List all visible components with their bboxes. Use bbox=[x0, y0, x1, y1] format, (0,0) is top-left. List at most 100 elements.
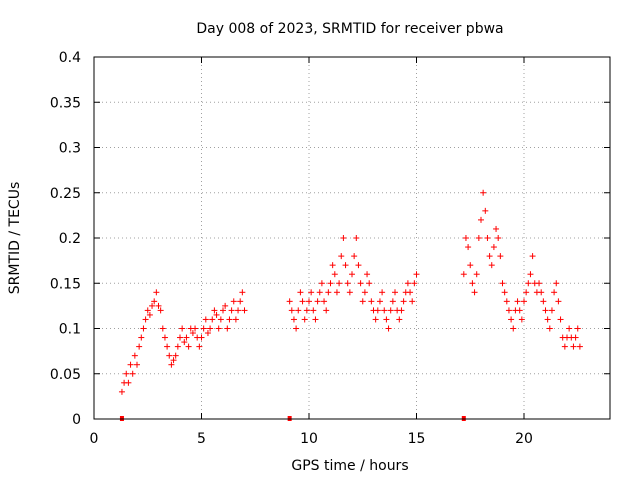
data-point bbox=[340, 235, 347, 241]
data-point bbox=[542, 307, 549, 314]
data-point bbox=[235, 307, 242, 314]
data-point bbox=[170, 357, 177, 364]
data-point bbox=[518, 316, 525, 323]
data-point bbox=[198, 334, 205, 341]
data-point bbox=[189, 330, 196, 337]
data-point bbox=[288, 307, 295, 314]
data-point bbox=[138, 334, 145, 341]
data-point bbox=[146, 311, 153, 318]
data-point bbox=[159, 325, 166, 332]
data-point bbox=[325, 289, 332, 296]
data-point bbox=[222, 302, 229, 309]
data-point bbox=[129, 370, 136, 377]
x-tick-label: 10 bbox=[300, 431, 318, 447]
data-point bbox=[226, 316, 233, 323]
data-point bbox=[318, 280, 325, 287]
data-point bbox=[331, 271, 338, 278]
data-point bbox=[215, 325, 222, 332]
data-point bbox=[383, 316, 390, 323]
data-point bbox=[211, 307, 218, 314]
data-point bbox=[379, 289, 386, 296]
x-axis-label: GPS time / hours bbox=[291, 458, 408, 474]
data-point bbox=[230, 298, 237, 305]
data-point bbox=[503, 298, 510, 305]
data-point bbox=[127, 361, 134, 368]
data-point bbox=[213, 311, 220, 318]
data-point bbox=[134, 361, 140, 368]
data-point bbox=[295, 307, 302, 314]
data-point bbox=[327, 280, 334, 287]
data-point bbox=[495, 235, 502, 241]
chart-title: Day 008 of 2023, SRMTID for receiver pbw… bbox=[196, 21, 503, 37]
data-point bbox=[314, 298, 321, 305]
data-point bbox=[566, 325, 573, 332]
data-points bbox=[118, 189, 583, 395]
data-point bbox=[368, 298, 375, 305]
data-point bbox=[303, 307, 310, 314]
y-tick-label: 0 bbox=[72, 412, 81, 428]
data-point bbox=[364, 271, 371, 278]
data-point bbox=[561, 343, 568, 350]
data-point bbox=[493, 225, 500, 232]
data-point bbox=[488, 262, 495, 269]
data-point bbox=[301, 316, 308, 323]
data-point bbox=[553, 280, 560, 287]
axis-ticks bbox=[93, 56, 610, 420]
data-point bbox=[473, 271, 480, 278]
data-point bbox=[312, 316, 319, 323]
y-tick-label: 0.4 bbox=[59, 50, 81, 66]
data-point bbox=[376, 298, 383, 305]
data-point bbox=[557, 316, 564, 323]
data-point bbox=[497, 253, 504, 260]
data-point bbox=[207, 325, 214, 332]
data-point bbox=[460, 271, 467, 278]
data-point bbox=[177, 334, 183, 341]
data-point bbox=[151, 298, 158, 305]
x-tick-label: 15 bbox=[408, 431, 426, 447]
data-point bbox=[544, 316, 551, 323]
data-point bbox=[540, 298, 547, 305]
data-point bbox=[374, 307, 381, 314]
data-point bbox=[192, 325, 199, 332]
y-tick-label: 0.1 bbox=[59, 322, 81, 338]
data-point bbox=[478, 216, 484, 223]
data-point bbox=[140, 325, 147, 332]
data-point bbox=[333, 289, 340, 296]
data-point bbox=[387, 307, 394, 314]
data-point bbox=[293, 325, 300, 332]
data-point bbox=[308, 289, 315, 296]
data-point bbox=[462, 235, 469, 241]
data-point bbox=[385, 325, 392, 332]
data-point bbox=[484, 235, 491, 241]
data-point bbox=[153, 289, 160, 296]
y-tick-labels: 0 0.05 0.1 0.15 0.2 0.25 0.3 0.35 0.4 bbox=[50, 50, 81, 428]
data-point bbox=[168, 361, 175, 368]
data-point bbox=[286, 298, 293, 305]
data-point bbox=[202, 316, 209, 323]
data-point bbox=[144, 307, 151, 314]
data-point bbox=[131, 352, 138, 359]
data-point bbox=[299, 298, 306, 305]
data-point bbox=[336, 280, 343, 287]
data-point bbox=[183, 334, 190, 341]
data-point bbox=[413, 271, 420, 278]
y-tick-label: 0.35 bbox=[50, 95, 81, 111]
data-point bbox=[342, 262, 349, 269]
data-point bbox=[486, 253, 493, 260]
data-point bbox=[161, 334, 168, 341]
data-point bbox=[471, 289, 478, 296]
data-point bbox=[555, 298, 562, 305]
data-point bbox=[516, 307, 523, 314]
data-point bbox=[355, 262, 362, 269]
data-point bbox=[306, 298, 312, 305]
data-point bbox=[164, 343, 171, 350]
y-tick-label: 0.25 bbox=[50, 186, 81, 202]
grid-lines bbox=[94, 57, 610, 419]
data-point bbox=[185, 343, 192, 350]
data-point bbox=[536, 280, 543, 287]
data-point bbox=[501, 289, 508, 296]
data-point bbox=[551, 289, 558, 296]
data-point bbox=[220, 307, 226, 314]
data-point bbox=[404, 280, 411, 287]
